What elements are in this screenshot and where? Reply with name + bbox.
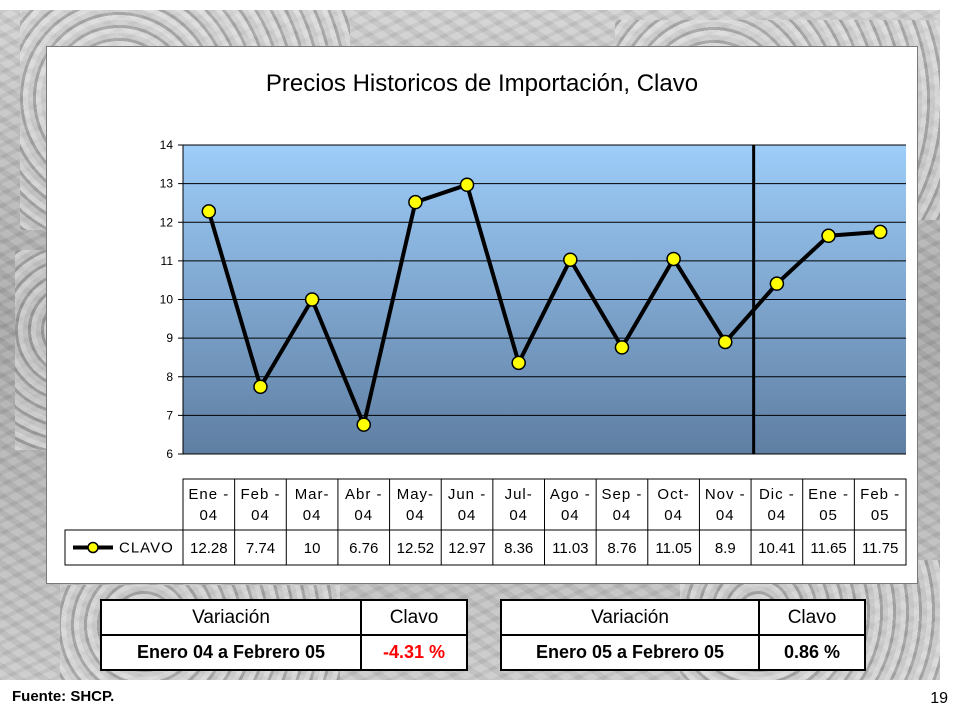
category-label: Mar- xyxy=(295,486,330,503)
y-tick-label: 14 xyxy=(160,138,174,152)
variation-header: Variación xyxy=(500,599,760,636)
data-value-label: 7.74 xyxy=(246,540,275,557)
y-tick-label: 6 xyxy=(166,447,173,461)
variation-period: Enero 05 a Febrero 05 xyxy=(500,634,760,671)
data-point-feb-05 xyxy=(872,224,888,240)
source-note: Fuente: SHCP. xyxy=(12,688,115,705)
data-value-label: 12.52 xyxy=(397,540,435,557)
data-point-oct-04 xyxy=(666,251,681,267)
line-chart: Precios Historicos de Importación, Clavo… xyxy=(64,70,907,566)
white-margin xyxy=(940,0,960,720)
category-label: Jul- xyxy=(505,486,533,503)
y-tick-label: 13 xyxy=(160,177,174,191)
variation-period: Enero 04 a Febrero 05 xyxy=(100,634,362,671)
variation-value: 0.86 % xyxy=(758,634,866,671)
y-tick-label: 9 xyxy=(166,331,173,345)
data-value-label: 11.65 xyxy=(810,540,846,557)
category-label: Sep - xyxy=(602,486,643,503)
data-point-jul-04 xyxy=(511,355,526,371)
value-row xyxy=(64,529,907,566)
category-label: Feb - xyxy=(860,486,900,503)
data-points xyxy=(201,177,888,432)
clavo-header: Clavo xyxy=(758,599,866,636)
category-label: 04 xyxy=(458,507,477,524)
y-tick-label: 8 xyxy=(166,370,173,384)
data-value-label: 12.28 xyxy=(190,540,228,557)
data-point-dic-04 xyxy=(769,276,785,291)
category-label: 04 xyxy=(613,507,632,524)
data-point-mar-04 xyxy=(304,292,320,307)
data-point-jun-04 xyxy=(459,177,475,193)
category-label: 04 xyxy=(664,507,683,524)
chart-title: Precios Historicos de Importación, Clavo xyxy=(266,70,698,97)
data-value-label: 10.41 xyxy=(758,540,796,557)
category-label: Jun - xyxy=(448,486,486,503)
data-value-label: 8.76 xyxy=(607,540,636,557)
data-value-label: 10 xyxy=(304,540,321,557)
category-label: 04 xyxy=(561,507,580,524)
data-point-ago-04 xyxy=(563,252,578,267)
y-tick-label: 10 xyxy=(160,293,174,307)
data-point-may-04 xyxy=(408,194,423,210)
data-point-ene-04 xyxy=(201,204,217,219)
category-label: 04 xyxy=(303,507,322,524)
category-label: Oct- xyxy=(657,486,689,503)
data-point-sep-04 xyxy=(614,340,630,355)
category-label: 04 xyxy=(509,507,528,524)
data-value-label: 11.75 xyxy=(862,540,898,557)
y-axis-ticks: 6 7 8 9 10 11 12 13 14 xyxy=(160,138,184,461)
legend-marker-key xyxy=(87,541,99,554)
data-point-ene-05 xyxy=(821,228,836,244)
y-tick-label: 11 xyxy=(161,254,174,268)
data-point-feb-04 xyxy=(253,379,268,395)
page-number: 19 xyxy=(930,690,948,707)
data-value-label: 11.05 xyxy=(655,540,691,557)
category-label: Ago - xyxy=(550,486,591,503)
data-point-nov-04 xyxy=(718,334,733,350)
category-label: 04 xyxy=(199,507,218,524)
category-label: 04 xyxy=(406,507,425,524)
category-label: Feb - xyxy=(240,486,280,503)
category-label: 05 xyxy=(871,507,890,524)
legend-series-name: CLAVO xyxy=(119,540,174,557)
category-label: Dic - xyxy=(759,486,795,503)
y-tick-label: 12 xyxy=(160,215,174,229)
data-value-label: 6.76 xyxy=(349,540,378,557)
variation-value: -4.31 % xyxy=(360,634,468,671)
gridlines xyxy=(183,144,906,455)
variation-table-2: Variación Clavo Enero 05 a Febrero 05 0.… xyxy=(500,599,866,671)
data-value-label: 8.9 xyxy=(715,540,736,557)
category-label: 05 xyxy=(819,507,838,524)
data-value-label: 12.97 xyxy=(448,540,486,557)
category-label: Nov - xyxy=(705,486,746,503)
category-label: Ene - xyxy=(808,486,849,503)
category-label: 04 xyxy=(354,507,373,524)
category-label: Abr - xyxy=(345,486,383,503)
white-margin xyxy=(0,680,960,720)
data-value-label: 11.03 xyxy=(552,540,588,557)
data-table: Ene - 04 Feb - 04 Mar- 04 Abr - 04 May- 04 Jun - 04… xyxy=(64,478,907,566)
white-margin xyxy=(0,0,960,10)
variation-table-1: Variación Clavo Enero 04 a Febrero 05 -4… xyxy=(100,599,468,671)
variation-header: Variación xyxy=(100,599,362,636)
data-value-label: 8.36 xyxy=(504,540,533,557)
clavo-header: Clavo xyxy=(360,599,468,636)
y-tick-label: 7 xyxy=(166,408,173,422)
chart-card: Precios Historicos de Importación, Clavo… xyxy=(46,46,918,584)
category-label: 04 xyxy=(251,507,270,524)
category-label: May- xyxy=(397,486,434,503)
category-label: 04 xyxy=(716,507,735,524)
category-label: Ene - xyxy=(188,486,229,503)
series-line-clavo xyxy=(206,182,881,427)
data-point-abr-04 xyxy=(356,417,371,432)
category-label: 04 xyxy=(768,507,787,524)
